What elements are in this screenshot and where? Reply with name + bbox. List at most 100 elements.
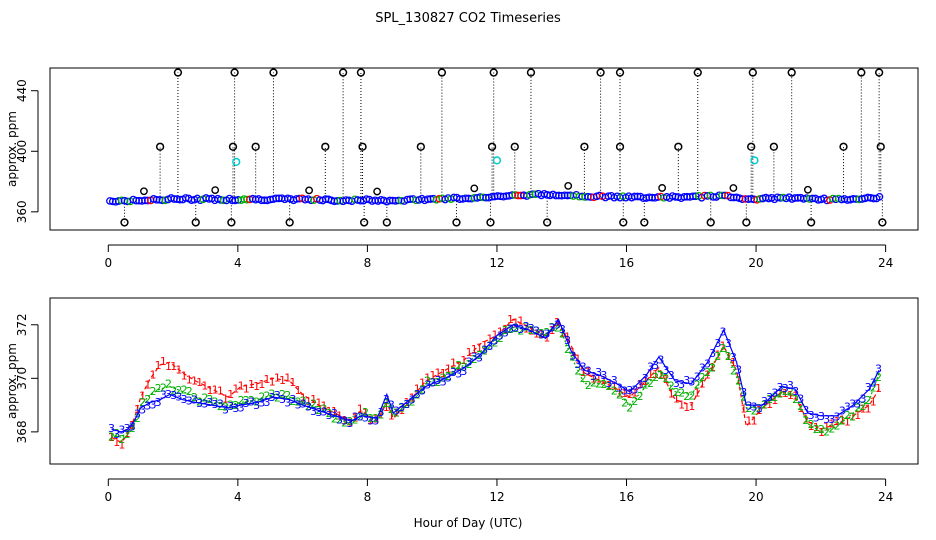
series-2-point: 2 — [279, 388, 286, 401]
series-2-point: 2 — [492, 337, 499, 350]
outlier-point — [140, 187, 148, 196]
series-1-point: 1 — [372, 413, 379, 426]
bottom-x-tick-label: 8 — [364, 490, 372, 504]
series-1-point: 1 — [378, 409, 385, 422]
series-2-point: 2 — [196, 396, 203, 409]
series-2-line — [111, 323, 880, 438]
series-2-point: 2 — [616, 388, 623, 401]
bottom-y-tick-label: 370 — [15, 367, 29, 390]
series-1-point: 1 — [352, 411, 359, 424]
series-2-point: 2 — [155, 382, 162, 395]
series-2-point: 2 — [823, 426, 830, 439]
series-1-point: 1 — [274, 371, 281, 384]
series-3-point: 3 — [528, 322, 535, 335]
series-1-point: 1 — [694, 387, 701, 400]
series-3-point: 3 — [844, 401, 851, 414]
series-3-point: 3 — [378, 406, 385, 419]
series-3-point: 3 — [289, 393, 296, 406]
series-1-point: 1 — [849, 410, 856, 423]
series-1-point: 1 — [144, 378, 151, 391]
series-3-point: 3 — [388, 398, 395, 411]
series-2-point: 2 — [300, 395, 307, 408]
series-3-point: 3 — [175, 390, 182, 403]
series-1-point: 1 — [740, 403, 747, 416]
series-1-point: 1 — [688, 400, 695, 413]
series-2-point: 2 — [606, 380, 613, 393]
series-1-point: 1 — [517, 315, 524, 328]
series-1-point: 1 — [574, 352, 581, 365]
series-3-point: 3 — [481, 343, 488, 356]
series-3-point: 3 — [450, 366, 457, 379]
series-1-point: 1 — [305, 395, 312, 408]
series-1-point: 1 — [497, 325, 504, 338]
spike-point — [321, 142, 330, 151]
series-2-point: 2 — [657, 369, 664, 382]
series-3-point: 3 — [745, 400, 752, 413]
series-3-point: 3 — [258, 396, 265, 409]
series-3-point: 3 — [139, 403, 146, 416]
series-2-point: 2 — [766, 393, 773, 406]
series-2-point: 2 — [626, 402, 633, 415]
series-1-point: 1 — [238, 380, 245, 393]
series-1-point: 1 — [486, 332, 493, 345]
series-1-point: 1 — [393, 407, 400, 420]
top-plot-marks — [106, 68, 887, 227]
series-3-point: 3 — [543, 328, 550, 341]
series-1-point: 1 — [549, 324, 556, 337]
series-3-point: 3 — [279, 393, 286, 406]
series-2-point: 2 — [771, 391, 778, 404]
series-2-point: 2 — [310, 397, 317, 410]
series-2-point: 2 — [642, 379, 649, 392]
series-1-point: 1 — [165, 360, 172, 373]
series-3-point: 3 — [564, 334, 571, 347]
series-3-point: 3 — [129, 421, 136, 434]
series-3-point: 3 — [149, 398, 156, 411]
series-1-point: 1 — [346, 416, 353, 429]
series-3-point: 3 — [549, 321, 556, 334]
series-1-point: 1 — [709, 361, 716, 374]
series-1-point: 1 — [398, 404, 405, 417]
top-y-tick-label: 440 — [15, 79, 29, 102]
series-2-point: 2 — [875, 371, 882, 384]
series-3-point: 3 — [414, 388, 421, 401]
series-3-point: 3 — [834, 410, 841, 423]
series-3-point: 3 — [243, 397, 250, 410]
chart-title: SPL_130827 CO2 Timeseries — [375, 11, 561, 26]
series-1-point: 1 — [699, 377, 706, 390]
series-2-point: 2 — [191, 391, 198, 404]
spike-point — [251, 142, 260, 151]
series-1-point: 1 — [606, 379, 613, 392]
spike-point — [356, 68, 366, 77]
series-1-point: 1 — [445, 362, 452, 375]
spike-point — [876, 142, 885, 151]
series-3-point: 3 — [274, 389, 281, 402]
series-2-point: 2 — [346, 415, 353, 428]
series-2-point: 2 — [751, 404, 758, 417]
series-2-point: 2 — [538, 327, 545, 340]
series-2-point: 2 — [409, 396, 416, 409]
series-1-point: 1 — [315, 397, 322, 410]
series-2-point: 2 — [740, 390, 747, 403]
spike-point — [742, 218, 751, 227]
cyan-point — [232, 157, 241, 167]
series-3-point: 3 — [559, 323, 566, 336]
top-y-tick-label: 400 — [15, 140, 29, 163]
series-3-point: 3 — [538, 329, 545, 342]
series-1-point: 1 — [481, 339, 488, 352]
series-3-point: 3 — [694, 370, 701, 383]
series-1-point: 1 — [730, 356, 737, 369]
series-3-point: 3 — [854, 397, 861, 410]
series-3-point: 3 — [118, 424, 125, 437]
series-3-point: 3 — [155, 396, 162, 409]
series-1-point: 1 — [124, 427, 131, 440]
bottom-x-tick-label: 24 — [878, 490, 893, 504]
series-2-point: 2 — [663, 372, 670, 385]
series-2-point: 2 — [585, 379, 592, 392]
series-2-point: 2 — [414, 388, 421, 401]
spike-point — [878, 218, 887, 227]
series-3-point: 3 — [232, 402, 239, 415]
spike-point — [839, 142, 848, 151]
series-2-point: 2 — [870, 381, 877, 394]
series-3-point: 3 — [336, 413, 343, 426]
bottom-y-tick-label: 372 — [15, 313, 29, 336]
